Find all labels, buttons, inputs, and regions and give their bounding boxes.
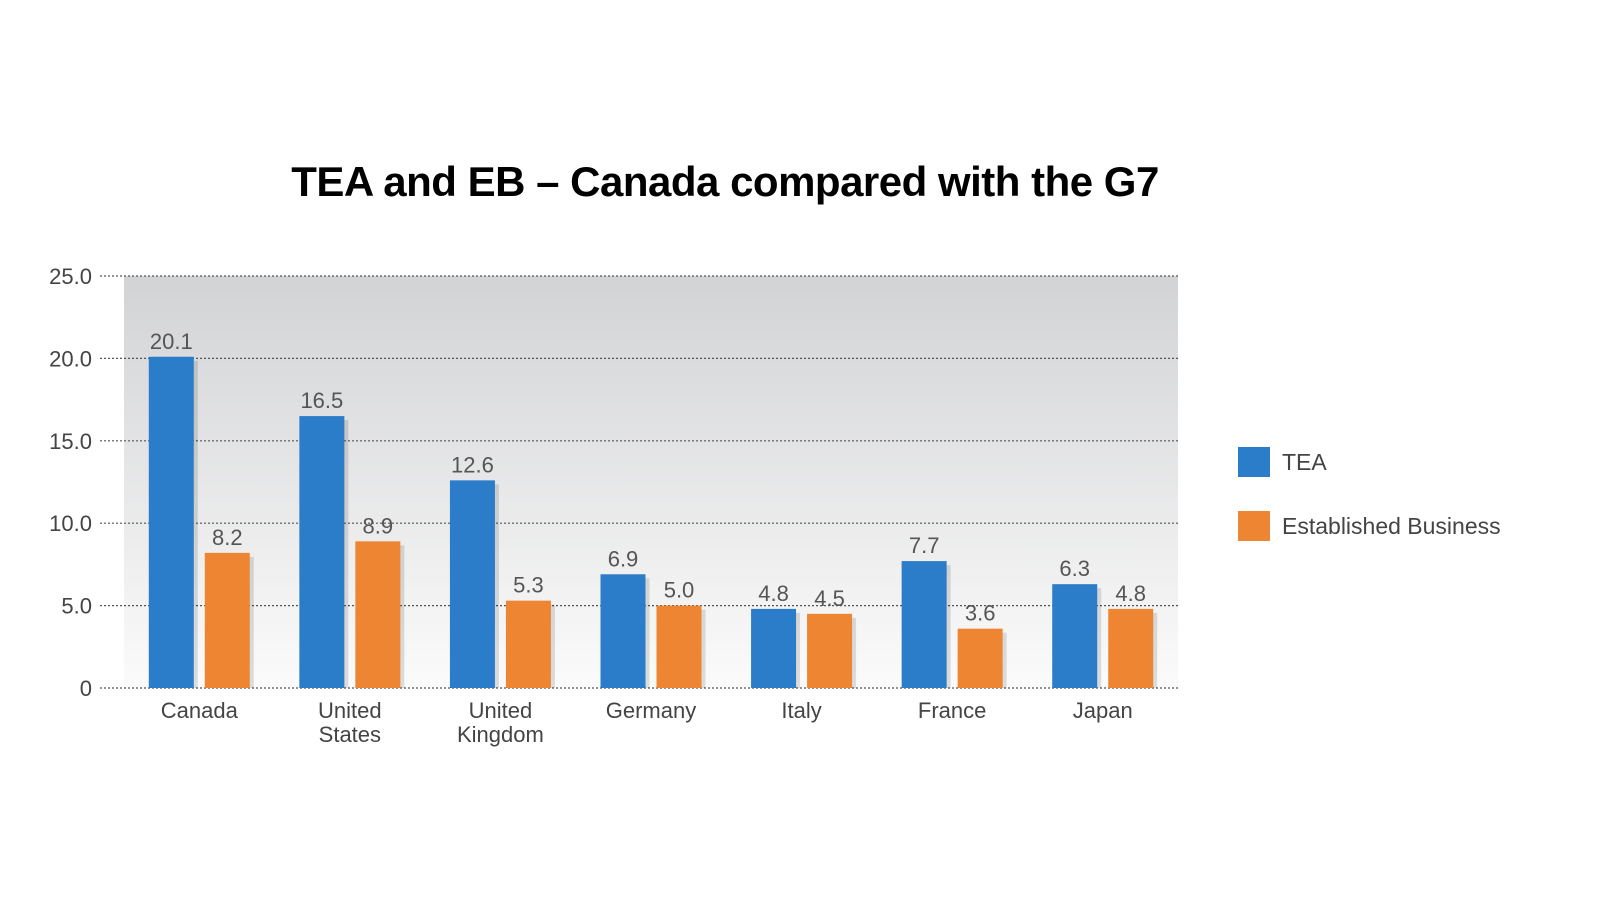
bar-established-business-united-kingdom xyxy=(505,600,551,688)
data-label: 6.9 xyxy=(608,546,639,571)
y-tick-label: 10.0 xyxy=(49,511,92,536)
y-tick-label: 20.0 xyxy=(49,346,92,371)
x-tick-label: France xyxy=(918,698,986,723)
data-label: 12.6 xyxy=(451,452,494,477)
y-axis-ticks: 0 5.0 10.0 15.0 20.0 25.0 xyxy=(49,264,92,701)
x-tick-label: United xyxy=(469,698,533,723)
data-label: 4.8 xyxy=(1115,581,1146,606)
x-tick-label: Canada xyxy=(161,698,239,723)
bar-established-business-italy xyxy=(807,613,853,688)
data-label: 3.6 xyxy=(965,601,996,626)
bars xyxy=(148,356,1154,688)
chart-title: TEA and EB – Canada compared with the G7 xyxy=(291,158,1159,205)
legend-item-established-business: Established Business xyxy=(1238,509,1501,543)
data-label: 4.5 xyxy=(814,586,845,611)
y-tick-label: 0 xyxy=(80,676,92,701)
legend-swatch-established-business xyxy=(1238,511,1270,541)
bar-tea-germany xyxy=(600,574,646,688)
bar-tea-united-kingdom xyxy=(449,480,495,688)
bar-established-business-canada xyxy=(204,552,250,688)
x-tick-label: Italy xyxy=(781,698,821,723)
y-tick-label: 25.0 xyxy=(49,264,92,289)
bar-tea-japan xyxy=(1052,584,1098,688)
plot-background xyxy=(124,276,1178,688)
bar-established-business-united-states xyxy=(355,541,401,688)
legend-swatch-tea xyxy=(1238,447,1270,477)
x-tick-label: Germany xyxy=(606,698,696,723)
data-label: 20.1 xyxy=(150,329,193,354)
data-label: 8.2 xyxy=(212,525,243,550)
legend-item-tea: TEA xyxy=(1238,445,1501,479)
bar-established-business-france xyxy=(957,628,1003,688)
bar-tea-canada xyxy=(148,356,194,688)
bar-tea-italy xyxy=(751,608,797,688)
y-tick-label: 5.0 xyxy=(61,594,92,619)
x-tick-label: Kingdom xyxy=(457,722,544,747)
bar-tea-united-states xyxy=(299,416,345,688)
bar-established-business-japan xyxy=(1108,608,1154,688)
data-label: 5.0 xyxy=(664,578,695,603)
data-label: 4.8 xyxy=(758,581,789,606)
bar-tea-france xyxy=(901,561,947,688)
data-labels: 20.1 8.2 16.5 8.9 12.6 5.3 6.9 5.0 4.8 4.5 7.7 3.6 6… xyxy=(150,329,1146,626)
data-label: 16.5 xyxy=(300,388,343,413)
x-tick-label: United xyxy=(318,698,382,723)
data-label: 8.9 xyxy=(363,513,394,538)
x-tick-label: States xyxy=(319,722,381,747)
x-tick-label: Japan xyxy=(1073,698,1133,723)
data-label: 6.3 xyxy=(1059,556,1090,581)
legend: TEA Established Business xyxy=(1238,445,1501,573)
legend-label-tea: TEA xyxy=(1282,448,1327,475)
y-tick-label: 15.0 xyxy=(49,429,92,454)
data-label: 7.7 xyxy=(909,533,940,558)
bar-established-business-germany xyxy=(656,605,702,688)
legend-label-established-business: Established Business xyxy=(1282,512,1501,539)
data-label: 5.3 xyxy=(513,573,544,598)
